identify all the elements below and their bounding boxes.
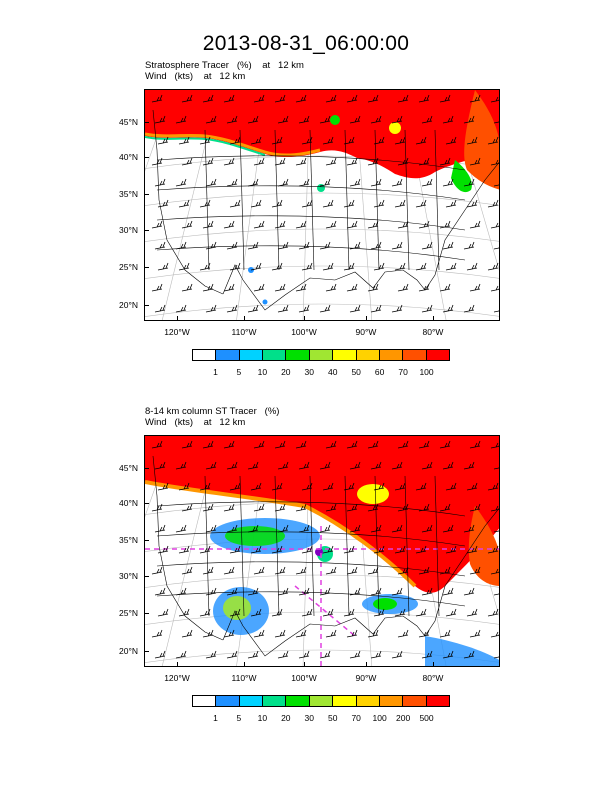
colorbar-swatch bbox=[333, 696, 357, 706]
panel1-title-line1: Stratosphere Tracer (%) at 12 km bbox=[145, 60, 304, 71]
colorbar-label: 1 bbox=[213, 713, 218, 723]
lat-tick bbox=[144, 651, 149, 652]
colorbar-swatch bbox=[239, 696, 264, 706]
colorbar-swatch bbox=[286, 696, 310, 706]
panel2-map bbox=[144, 435, 500, 667]
panel2-colorbar bbox=[192, 695, 450, 707]
colorbar-swatch bbox=[286, 350, 310, 360]
lon-label: 80°W bbox=[422, 673, 444, 683]
lat-label: 25°N bbox=[119, 608, 138, 618]
colorbar-label: 30 bbox=[304, 713, 314, 723]
colorbar-swatch bbox=[239, 350, 264, 360]
lat-tick bbox=[144, 305, 149, 306]
colorbar-label: 40 bbox=[327, 367, 338, 377]
colorbar-swatch bbox=[379, 350, 404, 360]
colorbar-label: 5 bbox=[236, 713, 242, 723]
lat-label: 20°N bbox=[119, 300, 138, 310]
lon-tick bbox=[433, 316, 434, 321]
colorbar-label: 20 bbox=[281, 367, 291, 377]
lat-label: 35°N bbox=[119, 189, 138, 199]
lat-tick bbox=[144, 157, 149, 158]
panel2-title-line2: Wind (kts) at 12 km bbox=[145, 417, 246, 428]
lon-tick bbox=[177, 662, 178, 667]
lat-label: 20°N bbox=[119, 646, 138, 656]
colorbar-swatch bbox=[263, 696, 287, 706]
lon-label: 90°W bbox=[355, 673, 377, 683]
panel1-colorbar bbox=[192, 349, 450, 361]
lat-label: 40°N bbox=[119, 498, 138, 508]
lon-label: 100°W bbox=[291, 327, 317, 337]
colorbar-label: 10 bbox=[257, 713, 268, 723]
wind-barbs bbox=[151, 440, 499, 659]
colorbar-label: 70 bbox=[351, 713, 361, 723]
lat-tick bbox=[144, 194, 149, 195]
panel1-title-line2: Wind (kts) at 12 km bbox=[145, 71, 246, 82]
lat-tick bbox=[144, 267, 149, 268]
colorbar-swatch bbox=[356, 696, 380, 706]
tracer-field bbox=[145, 436, 499, 666]
lon-label: 110°W bbox=[231, 327, 257, 337]
lat-tick bbox=[144, 576, 149, 577]
lat-label: 45°N bbox=[119, 463, 138, 473]
lon-tick bbox=[433, 662, 434, 667]
wind-barbs bbox=[151, 94, 499, 313]
lat-label: 45°N bbox=[119, 117, 138, 127]
lat-label: 25°N bbox=[119, 262, 138, 272]
colorbar-swatch bbox=[333, 350, 357, 360]
lon-label: 100°W bbox=[291, 673, 317, 683]
colorbar-swatch bbox=[426, 696, 449, 706]
lon-tick bbox=[244, 316, 245, 321]
colorbar-swatch bbox=[216, 696, 240, 706]
lon-label: 80°W bbox=[422, 327, 444, 337]
panel1-map bbox=[144, 89, 500, 321]
lon-label: 120°W bbox=[164, 673, 190, 683]
panel2-title-line1: 8-14 km column ST Tracer (%) bbox=[145, 406, 280, 417]
lon-tick bbox=[244, 662, 245, 667]
colorbar-label: 70 bbox=[398, 367, 408, 377]
lat-label: 30°N bbox=[119, 225, 138, 235]
colorbar-swatch bbox=[379, 696, 404, 706]
colorbar-label: 5 bbox=[236, 367, 242, 377]
lat-tick bbox=[144, 613, 149, 614]
lon-tick bbox=[366, 662, 367, 667]
colorbar-swatch bbox=[309, 696, 334, 706]
colorbar-swatch bbox=[426, 350, 449, 360]
plot-title: 2013-08-31_06:00:00 bbox=[202, 32, 410, 55]
lat-tick bbox=[144, 540, 149, 541]
colorbar-label: 50 bbox=[351, 367, 361, 377]
colorbar-label: 50 bbox=[327, 713, 338, 723]
lat-label: 35°N bbox=[119, 535, 138, 545]
colorbar-label: 1 bbox=[213, 367, 218, 377]
colorbar-label: 60 bbox=[374, 367, 385, 377]
colorbar-label: 200 bbox=[395, 713, 411, 723]
colorbar-label: 10 bbox=[257, 367, 268, 377]
lon-label: 90°W bbox=[355, 327, 377, 337]
lon-tick bbox=[304, 316, 305, 321]
lon-tick bbox=[177, 316, 178, 321]
lat-label: 40°N bbox=[119, 152, 138, 162]
colorbar-swatch bbox=[403, 696, 427, 706]
lat-label: 30°N bbox=[119, 571, 138, 581]
coastline-outline bbox=[152, 455, 499, 657]
lon-tick bbox=[304, 662, 305, 667]
lat-tick bbox=[144, 503, 149, 504]
colorbar-swatch bbox=[356, 350, 380, 360]
lon-tick bbox=[366, 316, 367, 321]
colorbar-swatch bbox=[263, 350, 287, 360]
lon-label: 110°W bbox=[231, 673, 257, 683]
colorbar-swatch bbox=[403, 350, 427, 360]
colorbar-label: 100 bbox=[372, 713, 387, 723]
lat-tick bbox=[144, 122, 149, 123]
colorbar-label: 100 bbox=[419, 367, 434, 377]
lon-label: 120°W bbox=[164, 327, 190, 337]
colorbar-swatch bbox=[216, 350, 240, 360]
lat-tick bbox=[144, 468, 149, 469]
colorbar-label: 500 bbox=[419, 713, 434, 723]
lat-tick bbox=[144, 230, 149, 231]
colorbar-swatch bbox=[309, 350, 334, 360]
colorbar-swatch bbox=[193, 350, 217, 360]
colorbar-swatch bbox=[193, 696, 217, 706]
colorbar-label: 20 bbox=[281, 713, 291, 723]
colorbar-label: 30 bbox=[304, 367, 314, 377]
